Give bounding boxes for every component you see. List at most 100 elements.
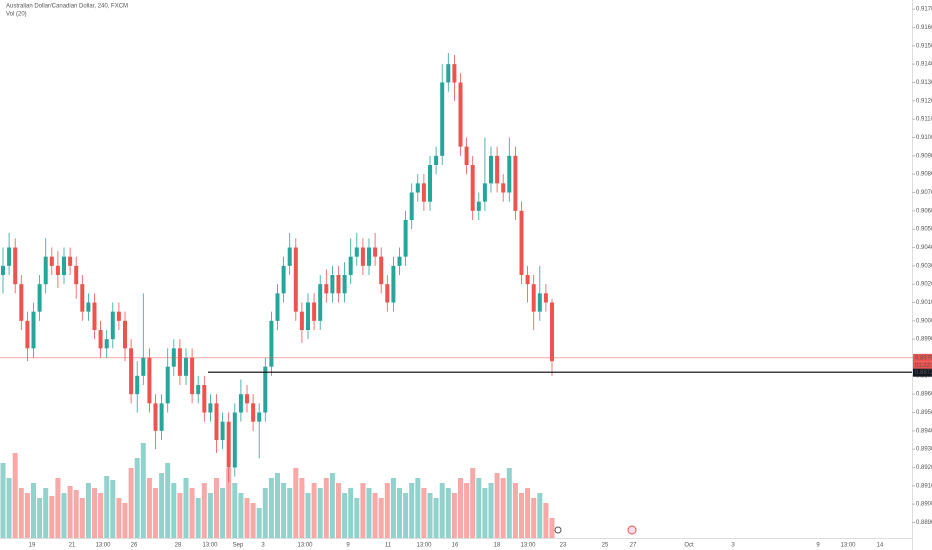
volume-bar: [348, 488, 354, 538]
x-tick-label: 13:00: [202, 543, 218, 549]
candle-body: [147, 357, 152, 404]
volume-bar: [384, 483, 390, 538]
x-tick-label: 9: [816, 543, 820, 549]
x-tick-label: 9: [346, 543, 350, 549]
x-tick-label: 19: [29, 543, 36, 549]
volume-bar: [146, 478, 152, 538]
candle-body: [123, 320, 127, 349]
candle-body: [49, 256, 54, 266]
y-tick-label: 0.90900: [916, 153, 932, 159]
candle-body: [299, 311, 304, 330]
volume-bar: [336, 483, 341, 538]
candle-body: [464, 146, 469, 165]
candle-body: [495, 155, 500, 184]
candle-body: [116, 311, 121, 321]
volume-bar: [49, 496, 55, 538]
volume-bar: [104, 476, 110, 538]
candle-body: [25, 320, 30, 349]
y-tick-label: 0.88900: [916, 520, 932, 526]
marker[interactable]: [554, 526, 562, 534]
volume-bar: [18, 488, 24, 538]
candle-body: [543, 293, 548, 303]
volume-bar: [525, 488, 531, 538]
volume-bar: [354, 498, 360, 538]
candle-body: [43, 256, 48, 285]
candle-body: [525, 275, 530, 285]
volume-bar: [238, 493, 244, 538]
volume-bar: [244, 498, 250, 538]
volume-bar: [134, 458, 140, 538]
y-tick-label: 0.90500: [916, 227, 932, 233]
y-tick-label: 0.89000: [916, 502, 932, 508]
candle-body: [251, 403, 256, 422]
candle-body: [354, 247, 359, 257]
volume-bar: [79, 498, 85, 538]
volume-bar: [232, 483, 238, 538]
event-icon[interactable]: [627, 525, 637, 535]
x-tick-label: 25: [602, 543, 609, 549]
candle-body: [13, 247, 18, 285]
x-tick-label: 16: [452, 543, 459, 549]
candle-body: [153, 403, 158, 431]
volume-bar: [506, 468, 512, 538]
x-tick-label: 18: [494, 543, 501, 549]
candle-body: [269, 320, 274, 367]
x-tick-label: 23: [560, 543, 567, 549]
y-tick-label: 0.91100: [916, 117, 932, 123]
y-tick-label: 0.89200: [916, 465, 932, 471]
volume-bar: [543, 503, 549, 538]
x-tick-label: 26: [131, 543, 138, 549]
volume-bar: [427, 493, 433, 538]
y-tick-label: 0.90700: [916, 190, 932, 196]
candle-body: [513, 155, 518, 211]
candle-marker[interactable]: [554, 526, 562, 534]
y-tick-label: 0.90300: [916, 263, 932, 269]
candle-body: [184, 357, 188, 376]
candle-body: [367, 247, 371, 266]
candle-body: [92, 302, 97, 330]
y-tick-label: 0.90200: [916, 282, 932, 288]
candle-body: [245, 394, 249, 404]
event-marker[interactable]: [627, 525, 637, 535]
candle-body: [1, 265, 5, 275]
candle-body: [98, 330, 103, 349]
volume-bar: [323, 478, 329, 538]
volume-bar: [390, 478, 396, 538]
volume-bar: [55, 478, 61, 538]
candle-body: [226, 421, 231, 468]
volume-bar: [171, 483, 177, 538]
volume-bar: [262, 488, 268, 538]
candle-body: [397, 256, 402, 266]
y-tick-label: 0.91600: [916, 25, 932, 31]
candle-body: [476, 201, 481, 211]
volume-bar: [165, 463, 171, 538]
volume-bar: [500, 478, 506, 538]
volume-bar: [305, 493, 311, 538]
x-tick-label: 27: [630, 543, 637, 549]
candle-body: [287, 247, 292, 266]
x-tick-label: Oct: [684, 543, 694, 549]
volume-bar: [281, 483, 287, 538]
candle-body: [159, 403, 164, 431]
candle-body: [68, 256, 73, 266]
volume-bar: [37, 498, 43, 538]
volume-bar: [329, 473, 335, 538]
volume-bar: [464, 483, 470, 538]
candle-body: [232, 412, 237, 468]
volume-bar: [201, 483, 207, 538]
y-tick-label: 0.90800: [916, 172, 932, 178]
last-price-box: [913, 353, 932, 362]
candle-body: [348, 256, 353, 275]
y-tick-label: 0.89100: [916, 483, 932, 489]
y-tick-label: 0.90000: [916, 318, 932, 324]
candle-body: [196, 385, 201, 395]
candle-body: [403, 220, 408, 257]
volume-bar: [177, 493, 183, 538]
volume-bar: [159, 473, 165, 538]
candle-body: [86, 302, 91, 312]
volume-bar: [293, 468, 299, 538]
candle-body: [306, 302, 310, 330]
volume-bar: [24, 493, 30, 538]
